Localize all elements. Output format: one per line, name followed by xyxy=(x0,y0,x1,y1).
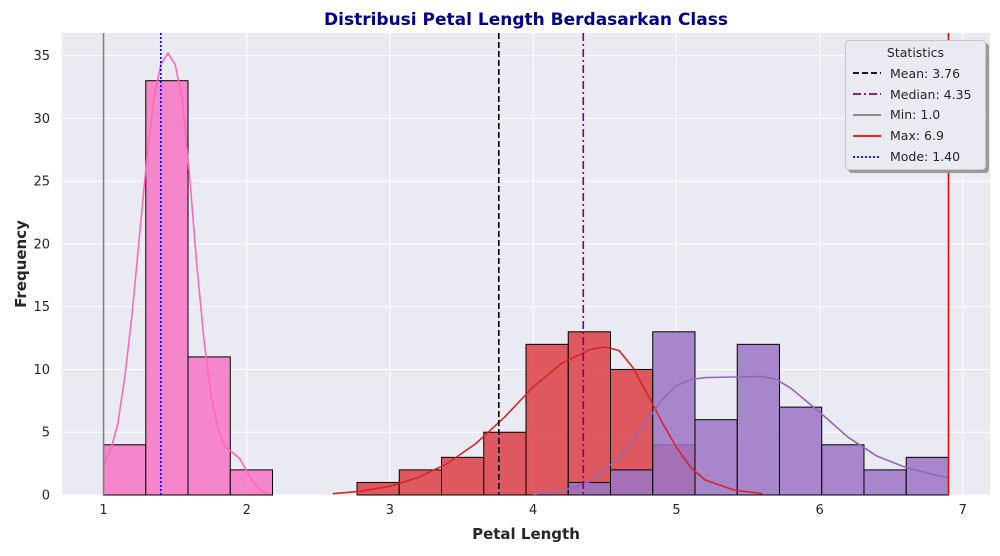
histogram-bar xyxy=(567,331,611,496)
x-tick-label: 6 xyxy=(815,503,823,518)
y-tick-label: 5 xyxy=(42,426,50,441)
legend-label: Median: 4.35 xyxy=(890,86,972,102)
legend-entry: Mean: 3.76 xyxy=(846,63,985,84)
legend-entry: Mode: 1.40 xyxy=(846,146,985,167)
legend-line-swatch xyxy=(853,114,881,116)
legend-line-swatch xyxy=(853,72,881,75)
histogram-bar xyxy=(694,419,738,496)
histogram-bar xyxy=(778,406,823,496)
histogram-bar xyxy=(609,469,654,496)
legend-entry: Max: 6.9 xyxy=(846,125,985,146)
y-tick-label: 15 xyxy=(33,300,50,315)
x-tick-label: 3 xyxy=(386,503,394,518)
legend-entry: Min: 1.0 xyxy=(846,105,985,126)
x-tick-label: 2 xyxy=(243,503,251,518)
histogram-bar xyxy=(863,469,907,496)
legend-label: Mean: 3.76 xyxy=(890,65,961,81)
x-tick-labels: 1 2 3 4 5 6 7 xyxy=(99,503,967,518)
kde-curves xyxy=(102,51,949,496)
legend-label: Max: 6.9 xyxy=(890,128,944,144)
y-tick-label: 0 xyxy=(42,489,50,504)
legend-label: Mode: 1.40 xyxy=(890,149,961,165)
y-tick-labels: 0 5 10 15 20 25 30 35 xyxy=(33,49,50,503)
bars xyxy=(103,80,949,496)
chart-title: Distribusi Petal Length Berdasarkan Clas… xyxy=(324,10,728,30)
legend-line-swatch xyxy=(853,155,881,158)
histogram-bar xyxy=(652,331,696,496)
legend: Statistics Mean: 3.76 Median: 4.35 Min: 1.… xyxy=(845,40,986,170)
histogram-bar xyxy=(187,356,231,496)
histogram-bar xyxy=(567,481,611,496)
histogram-bar xyxy=(145,80,189,496)
histogram-bar xyxy=(483,431,527,496)
x-tick-label: 7 xyxy=(959,503,967,518)
x-tick-label: 5 xyxy=(672,503,680,518)
kde-curve xyxy=(332,346,763,495)
histogram-bar xyxy=(229,469,274,496)
y-tick-label: 20 xyxy=(33,237,50,252)
kde-curve xyxy=(102,51,269,495)
y-tick-label: 10 xyxy=(33,363,50,378)
legend-title: Statistics xyxy=(886,45,945,60)
legend-entry: Median: 4.35 xyxy=(846,84,985,105)
y-tick-label: 30 xyxy=(33,112,50,127)
y-tick-label: 25 xyxy=(33,175,50,190)
x-tick-label: 1 xyxy=(99,503,107,518)
legend-line-swatch xyxy=(853,93,881,96)
histogram-bar xyxy=(525,343,569,496)
histogram-bar xyxy=(821,444,865,496)
x-axis-label: Petal Length xyxy=(472,525,580,543)
y-tick-label: 35 xyxy=(33,49,50,64)
histogram-bar xyxy=(398,469,443,496)
legend-label: Min: 1.0 xyxy=(890,107,941,123)
y-axis-label: Frequency xyxy=(12,220,30,308)
legend-line-swatch xyxy=(853,134,881,137)
kde-curve xyxy=(533,375,949,496)
x-tick-label: 4 xyxy=(529,503,537,518)
histogram-bar xyxy=(736,343,780,496)
